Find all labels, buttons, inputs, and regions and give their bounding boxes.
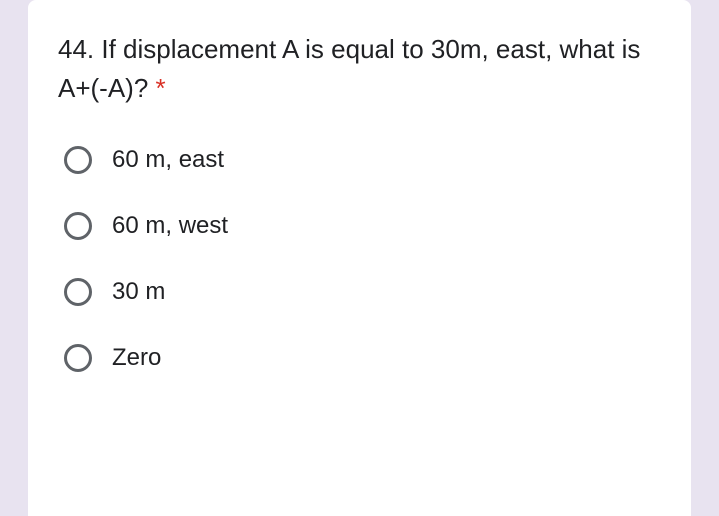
radio-icon: [64, 146, 92, 174]
question-content: 44. If displacement A is equal to 30m, e…: [58, 34, 640, 103]
question-text: 44. If displacement A is equal to 30m, e…: [58, 30, 661, 108]
options-group: 60 m, east 60 m, west 30 m Zero: [58, 146, 661, 372]
option-2[interactable]: 30 m: [64, 278, 661, 306]
radio-icon: [64, 278, 92, 306]
option-1[interactable]: 60 m, west: [64, 212, 661, 240]
option-label: Zero: [112, 344, 161, 372]
option-label: 60 m, west: [112, 212, 228, 240]
radio-icon: [64, 212, 92, 240]
option-label: 60 m, east: [112, 146, 224, 174]
required-marker: *: [156, 73, 166, 103]
radio-icon: [64, 344, 92, 372]
question-card: 44. If displacement A is equal to 30m, e…: [28, 0, 691, 516]
option-label: 30 m: [112, 278, 165, 306]
option-0[interactable]: 60 m, east: [64, 146, 661, 174]
option-3[interactable]: Zero: [64, 344, 661, 372]
